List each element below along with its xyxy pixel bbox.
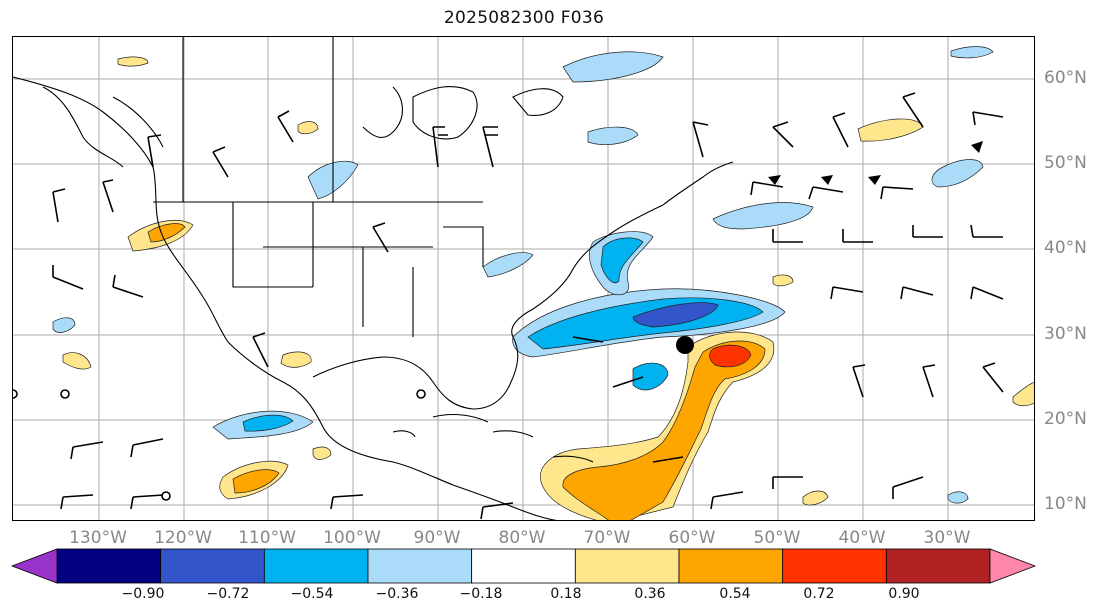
colorbar-tick: 0.36 (634, 586, 666, 602)
map-title: 2025082300 F036 (443, 8, 605, 28)
coastlines (13, 37, 734, 520)
lon-label-90w: 90°W (413, 528, 461, 548)
colorbar-cell (885, 548, 991, 584)
colorbar-cell (56, 548, 162, 584)
calm-circles (13, 389, 426, 501)
colorbar-cell (263, 548, 369, 584)
colorbar-tick: 0.18 (550, 586, 582, 602)
colorbar (10, 548, 1037, 584)
lon-label-120w: 120°W (154, 528, 212, 548)
pennant-barbs (768, 141, 983, 185)
lat-label-60n: 60°N (1044, 68, 1087, 88)
colorbar-cell (471, 548, 576, 584)
colorbar-cell (574, 548, 680, 584)
colorbar-cell (678, 548, 784, 584)
colorbar-cell (160, 548, 265, 584)
colorbar-tick: 0.72 (803, 586, 835, 602)
colorbar-tick: −0.90 (121, 586, 165, 602)
lon-label-130w: 130°W (69, 528, 127, 548)
lon-label-50w: 50°W (753, 528, 801, 548)
map-canvas (13, 37, 1034, 520)
map-panel (12, 36, 1035, 521)
positive-anomaly-areas (62, 56, 1034, 520)
colorbar-tick: −0.72 (206, 586, 250, 602)
lon-label-100w: 100°W (323, 528, 381, 548)
lon-label-80w: 80°W (498, 528, 546, 548)
colorbar-tick: −0.36 (375, 586, 419, 602)
location-marker (676, 336, 694, 354)
lon-label-30w: 30°W (923, 528, 971, 548)
lon-label-40w: 40°W (838, 528, 886, 548)
negative-anomaly-areas (52, 46, 994, 504)
colorbar-tick: 0.54 (719, 586, 751, 602)
colorbar-tick: −0.18 (459, 586, 503, 602)
colorbar-cell (782, 548, 887, 584)
wind-barbs (52, 92, 1004, 520)
lat-label-30n: 30°N (1044, 324, 1087, 344)
lat-label-10n: 10°N (1044, 494, 1087, 514)
colorbar-tick: −0.54 (290, 586, 334, 602)
lat-label-40n: 40°N (1044, 238, 1087, 258)
lon-label-70w: 70°W (583, 528, 631, 548)
colorbar-tick: 0.90 (888, 586, 920, 602)
lon-label-60w: 60°W (668, 528, 716, 548)
colorbar-cell (367, 548, 473, 584)
lat-label-20n: 20°N (1044, 409, 1087, 429)
lat-label-50n: 50°N (1044, 153, 1087, 173)
lon-label-110w: 110°W (238, 528, 296, 548)
